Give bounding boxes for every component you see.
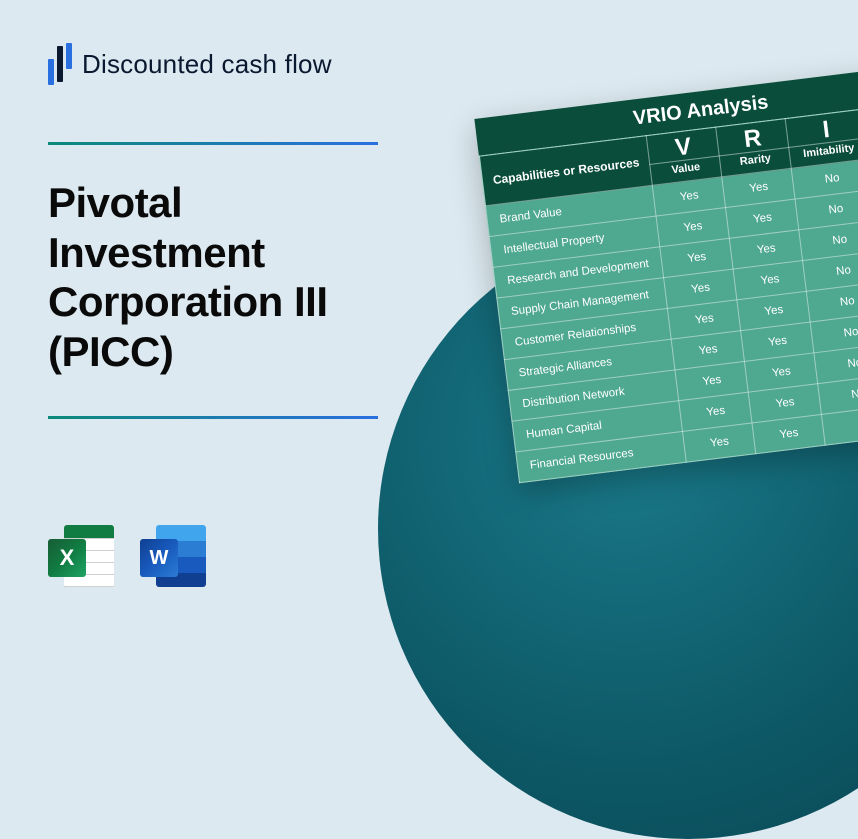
vrio-table: Capabilities or Resources V R I Value Ra… (478, 101, 858, 484)
logo-bars-icon (48, 46, 72, 82)
vrio-card: VRIO Analysis Capabilities or Resources … (474, 64, 858, 483)
brand-text: Discounted cash flow (82, 49, 332, 80)
page-title: Pivotal Investment Corporation III (PICC… (48, 178, 408, 376)
excel-letter: X (60, 545, 75, 571)
divider-top (48, 142, 378, 145)
divider-bottom (48, 416, 378, 419)
brand-logo: Discounted cash flow (48, 46, 332, 82)
excel-icon: X (48, 521, 118, 591)
word-icon: W (140, 521, 210, 591)
title-text: Pivotal Investment Corporation III (PICC… (48, 178, 408, 376)
app-icons: X W (48, 521, 210, 591)
word-letter: W (150, 547, 169, 570)
